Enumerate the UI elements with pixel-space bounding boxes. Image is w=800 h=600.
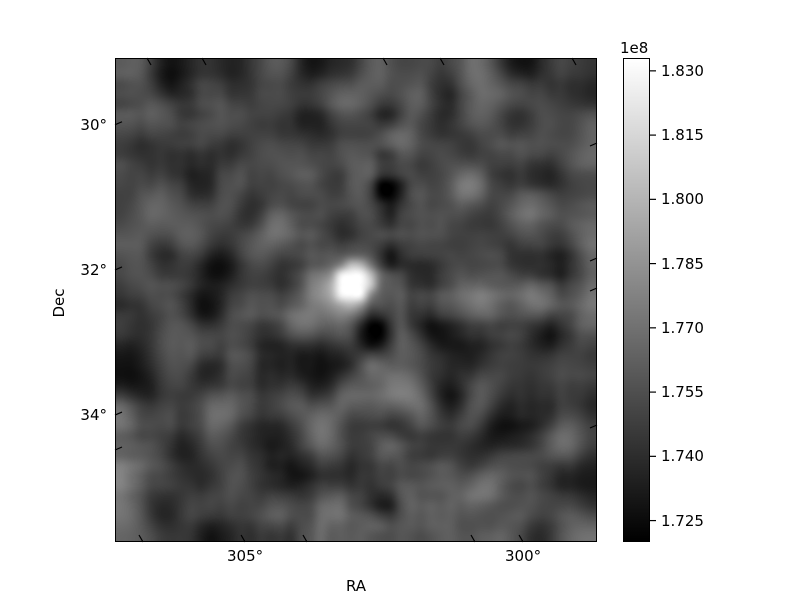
- colorbar-tick-label: 1.770: [661, 318, 704, 337]
- heatmap-canvas: [116, 59, 596, 541]
- colorbar-tick-label: 1.725: [661, 511, 704, 530]
- colorbar-tick-label: 1.755: [661, 382, 704, 401]
- y-tick-label: 34°: [80, 405, 107, 424]
- colorbar-offset-label: 1e8: [620, 39, 649, 57]
- y-axis-label: Dec: [50, 288, 68, 318]
- colorbar-tick-label: 1.785: [661, 254, 704, 273]
- y-tick-label: 30°: [80, 115, 107, 134]
- colorbar-tick-label: 1.740: [661, 447, 704, 466]
- colorbar-tick-label: 1.815: [661, 125, 704, 144]
- colorbar: [623, 58, 650, 542]
- y-tick-label: 32°: [80, 260, 107, 279]
- x-tick-label: 305°: [227, 547, 264, 565]
- x-tick-label: 300°: [504, 547, 542, 565]
- colorbar-tick-label: 1.800: [661, 190, 704, 209]
- plot-area: [115, 58, 597, 542]
- colorbar-tick-label: 1.830: [661, 61, 704, 80]
- x-axis-label: RA: [345, 577, 367, 595]
